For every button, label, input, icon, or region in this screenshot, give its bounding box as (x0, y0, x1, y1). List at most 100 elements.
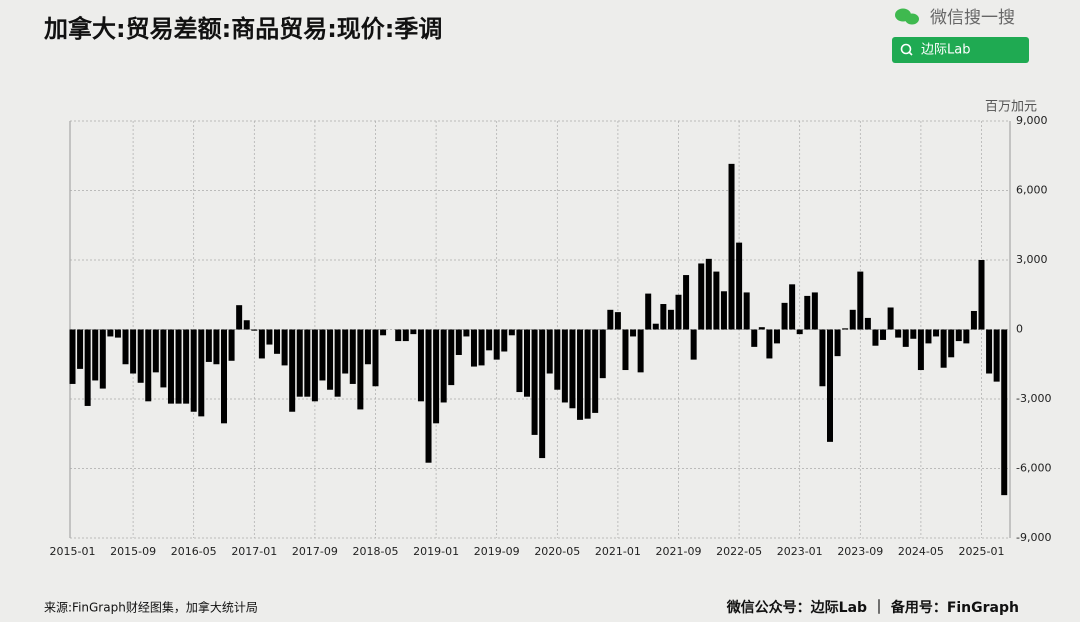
y-tick-label: 0 (1016, 323, 1023, 336)
bar (402, 329, 409, 342)
bar (478, 329, 485, 366)
x-tick-label: 2023-01 (777, 545, 823, 558)
bar (198, 329, 205, 417)
bar (319, 329, 326, 381)
bar (986, 329, 993, 374)
x-tick-label: 2024-05 (898, 545, 944, 558)
x-tick-label: 2017-09 (292, 545, 338, 558)
bar (773, 329, 780, 344)
bar (978, 260, 985, 330)
bar (917, 329, 924, 371)
bar (364, 329, 371, 365)
bar (834, 329, 841, 357)
bar (683, 275, 690, 330)
bar (266, 329, 273, 345)
bar (486, 329, 493, 351)
bar (372, 329, 379, 387)
bar (281, 329, 288, 366)
bar (592, 329, 599, 413)
bar (349, 329, 356, 384)
bar (167, 329, 174, 404)
bar (955, 329, 962, 342)
bar (736, 242, 743, 330)
y-tick-label: 3,000 (1016, 253, 1048, 266)
bar (880, 329, 887, 340)
bar (221, 329, 227, 424)
bar (524, 329, 530, 397)
bar (554, 329, 561, 390)
bar (887, 307, 894, 330)
bar (493, 329, 500, 360)
bar (516, 329, 523, 393)
credit: 微信公众号：边际Lab ｜ 备用号：FinGraph (726, 599, 1019, 616)
bar (948, 329, 955, 358)
bar (842, 328, 849, 330)
bar (796, 329, 803, 335)
x-tick-label: 2021-09 (656, 545, 702, 558)
bar (289, 329, 296, 412)
bar (743, 292, 750, 330)
y-tick-label: 6,000 (1016, 184, 1048, 197)
bar (652, 323, 659, 330)
bar (99, 329, 106, 389)
bar (925, 329, 932, 344)
bar (705, 258, 712, 330)
watermark: 微信搜一搜 (930, 8, 1015, 28)
bar (395, 329, 402, 342)
wechat-icon (895, 8, 919, 25)
x-tick-label: 2016-05 (171, 545, 217, 558)
bar (940, 329, 947, 368)
search-box[interactable] (892, 37, 1029, 63)
bar (160, 329, 167, 388)
bar (1001, 329, 1008, 496)
bar (599, 329, 606, 379)
bar (440, 329, 447, 403)
bar (622, 329, 629, 371)
bar (448, 329, 455, 386)
bar (228, 329, 235, 361)
bar (970, 310, 977, 330)
unit-label: 百万加元 (985, 100, 1037, 115)
bar (728, 163, 735, 330)
x-tick-label: 2015-09 (110, 545, 156, 558)
bar (895, 329, 902, 338)
bar (410, 329, 417, 335)
bar (433, 329, 440, 424)
bar (190, 329, 197, 412)
y-tick-label: 9,000 (1016, 114, 1048, 127)
bar (213, 329, 220, 365)
x-tick-label: 2020-05 (534, 545, 580, 558)
bar (137, 329, 144, 383)
x-tick-label: 2019-09 (474, 545, 520, 558)
bar (531, 329, 538, 435)
bar (501, 329, 508, 352)
bar (546, 329, 553, 374)
bar (236, 305, 243, 330)
bar (327, 329, 334, 390)
bar (993, 329, 1000, 382)
bar (698, 263, 705, 330)
bar (77, 329, 84, 369)
bar (811, 292, 818, 330)
bar (296, 329, 303, 397)
bar (334, 329, 341, 397)
bar (864, 317, 871, 330)
bar (205, 329, 212, 362)
bar (910, 329, 917, 339)
bar (713, 271, 720, 330)
bar (145, 329, 152, 402)
y-tick-label: -3,000 (1016, 392, 1051, 405)
bar (789, 284, 796, 330)
bar (630, 329, 637, 337)
bar (963, 329, 970, 344)
bar (902, 329, 909, 347)
bar (645, 293, 652, 330)
bar (84, 329, 91, 406)
search-icon (908, 51, 913, 56)
bar (584, 329, 591, 419)
x-tick-label: 2018-05 (353, 545, 399, 558)
bar (380, 329, 387, 336)
bar (781, 302, 788, 330)
bar (357, 329, 364, 410)
